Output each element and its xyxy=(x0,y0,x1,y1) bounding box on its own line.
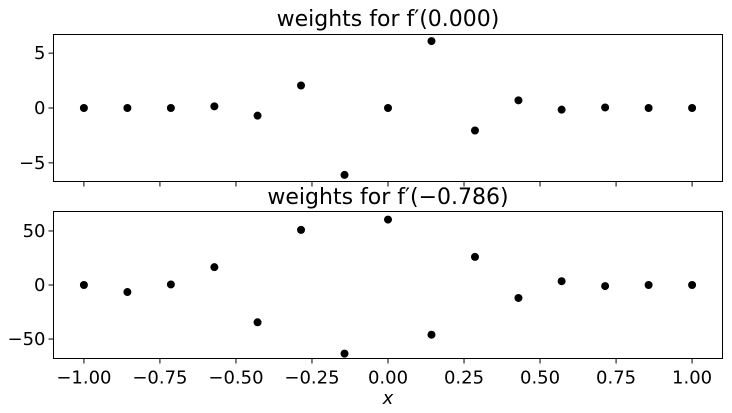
subplot-bottom-data-point xyxy=(601,282,610,291)
subplot-top-data-point xyxy=(253,111,262,120)
subplot-bottom-y-tick-label: −50 xyxy=(8,329,46,350)
subplot-top-data-point xyxy=(166,104,175,112)
subplot-top-data-point xyxy=(210,102,219,111)
subplot-bottom-data-point xyxy=(253,318,262,327)
subplot-top-data-point xyxy=(79,104,88,112)
subplot-bottom-y-tick-label: 0 xyxy=(34,275,45,296)
subplot-bottom-data-point xyxy=(123,288,132,297)
x-tick-label: 0.00 xyxy=(368,368,408,389)
subplot-bottom-data-point xyxy=(470,252,479,261)
subplot-bottom-data-point xyxy=(514,293,523,302)
subplot-bottom-data-point xyxy=(384,215,392,224)
x-tick-label: 0.25 xyxy=(444,368,484,389)
subplot-bottom-data-point xyxy=(297,225,306,234)
x-tick-label: −0.50 xyxy=(208,368,263,389)
subplot-top-data-point xyxy=(601,103,610,112)
subplot-bottom-data-point xyxy=(166,280,175,289)
subplot-top-data-point xyxy=(427,37,436,46)
subplot-top: weights for f′(0.000) 5 0 −5 xyxy=(19,7,723,187)
subplot-bottom-data-point xyxy=(79,281,88,289)
subplot-top-data-point xyxy=(557,105,566,114)
subplot-top-data-point xyxy=(688,104,697,112)
subplot-bottom-y-tick-label: 50 xyxy=(23,221,46,242)
subplot-bottom-data-point xyxy=(427,330,436,339)
subplot-top-data-point xyxy=(644,104,653,112)
x-tick-label: 0.75 xyxy=(596,368,636,389)
subplot-bottom: weights for f′(−0.786) x −1.00 −0.75 −0.50… xyxy=(8,185,723,409)
subplot-bottom-data-point xyxy=(644,281,653,289)
x-axis-label: x xyxy=(382,388,394,409)
subplot-bottom-data-point xyxy=(688,281,697,289)
subplot-top-data-point xyxy=(297,81,306,90)
subplot-top-data-point xyxy=(384,104,392,112)
subplot-top-y-tick-label: 5 xyxy=(34,43,45,64)
subplot-top-y-tick-label: −5 xyxy=(19,153,46,174)
subplot-bottom-frame xyxy=(53,211,723,359)
subplot-top-data-point xyxy=(340,170,349,179)
subplot-top-data-point xyxy=(470,126,479,135)
x-tick-label: −0.75 xyxy=(132,368,187,389)
subplot-bottom-data-point xyxy=(557,277,566,286)
x-tick-label: −0.25 xyxy=(284,368,339,389)
subplot-bottom-data-point xyxy=(340,349,349,358)
subplot-bottom-data-point xyxy=(210,263,219,272)
subplot-top-y-tick-label: 0 xyxy=(34,98,45,119)
x-tick-label: −1.00 xyxy=(56,368,111,389)
subplot-top-data-point xyxy=(514,96,523,105)
x-tick-label: 0.50 xyxy=(520,368,560,389)
x-tick-label: 1.00 xyxy=(672,368,712,389)
subplot-top-title: weights for f′(0.000) xyxy=(277,7,500,32)
subplot-top-data-point xyxy=(123,104,132,112)
subplot-bottom-title: weights for f′(−0.786) xyxy=(267,185,508,210)
